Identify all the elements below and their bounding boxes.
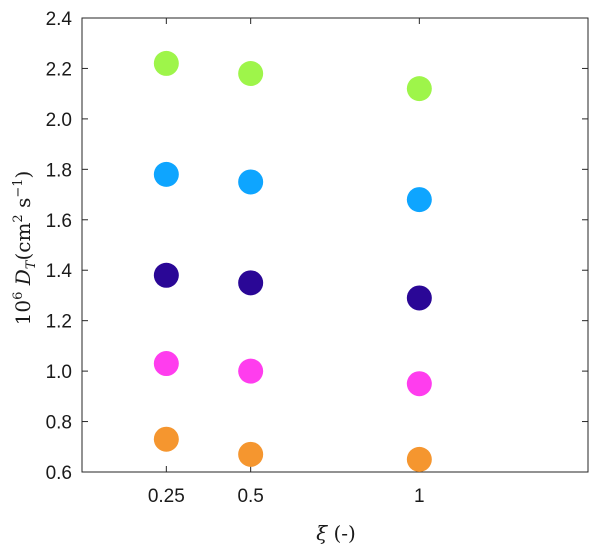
y-axis-title: 106 DT(cm2 s−1) <box>11 171 39 326</box>
data-point-series-2 <box>153 161 179 187</box>
data-point-series-2 <box>406 187 432 213</box>
x-tick-label: 0.25 <box>148 486 185 507</box>
y-tick-label: 2.2 <box>46 59 72 80</box>
data-points <box>153 50 432 472</box>
plot-area-border <box>81 17 589 473</box>
y-tick-label: 2.4 <box>46 9 73 30</box>
y-tick-label: 0.6 <box>46 463 72 484</box>
x-axis: 0.25 0.5 1 <box>148 18 425 507</box>
y-tick-label: 1.4 <box>46 261 73 282</box>
x-axis-title: ξ (-) <box>316 521 356 545</box>
y-tick-label: 1.2 <box>46 312 72 333</box>
y-tick-label: 1.0 <box>46 362 72 383</box>
y-tick-label: 1.6 <box>46 211 72 232</box>
y-tick-label: 2.0 <box>46 110 72 131</box>
data-point-series-4 <box>153 351 179 377</box>
y-tick-label: 1.8 <box>46 160 72 181</box>
data-point-series-1 <box>406 76 432 102</box>
data-point-series-4 <box>238 358 264 384</box>
data-point-series-3 <box>153 262 179 288</box>
data-point-series-1 <box>153 50 179 76</box>
data-point-series-3 <box>406 285 432 311</box>
data-point-series-2 <box>238 169 264 195</box>
x-tick-label: 0.5 <box>237 486 263 507</box>
y-tick-label: 0.8 <box>46 413 72 434</box>
x-tick-label: 1 <box>414 486 425 507</box>
data-point-series-4 <box>406 371 432 397</box>
data-point-series-3 <box>238 270 264 296</box>
data-point-series-1 <box>238 60 264 86</box>
data-point-series-5 <box>153 426 179 452</box>
data-point-series-5 <box>406 446 432 472</box>
data-point-series-5 <box>238 441 264 467</box>
y-axis: 0.6 0.8 1.0 1.2 1.4 1.6 1.8 2.0 2.2 2.4 <box>46 9 588 484</box>
plot-frame <box>81 17 589 473</box>
